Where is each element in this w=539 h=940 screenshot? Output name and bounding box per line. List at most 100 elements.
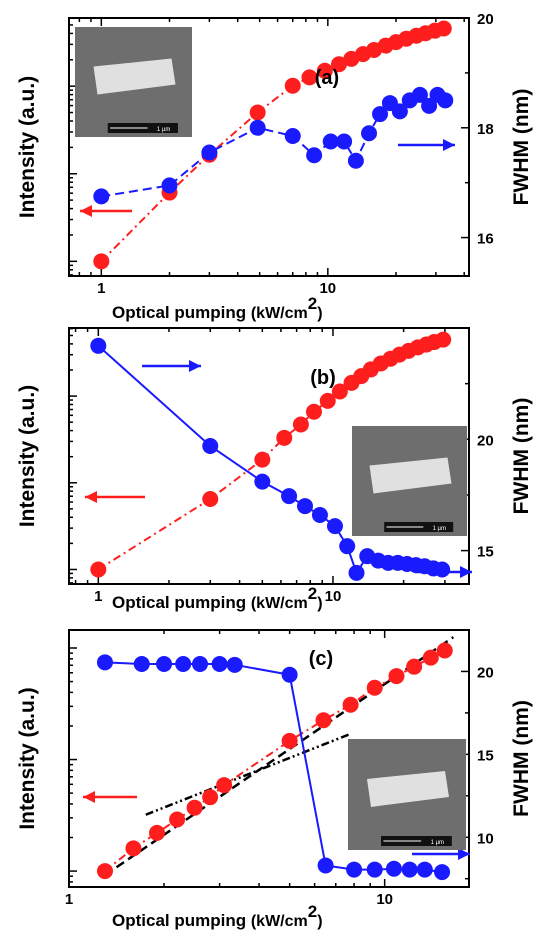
intensity-point bbox=[316, 62, 333, 79]
x-axis-label-text: Optical pumping bbox=[112, 593, 251, 612]
fwhm-point bbox=[434, 864, 451, 881]
intensity-point bbox=[169, 811, 186, 828]
intensity-point bbox=[301, 69, 318, 86]
arrow-head bbox=[443, 139, 455, 151]
fwhm-point bbox=[133, 655, 150, 672]
x-tick-label: 10 bbox=[325, 588, 342, 605]
intensity-point bbox=[330, 56, 347, 73]
intensity-point bbox=[388, 668, 405, 685]
fwhm-point bbox=[306, 147, 323, 164]
intensity-point bbox=[406, 658, 423, 675]
arrow-head bbox=[460, 566, 472, 578]
fwhm-point bbox=[96, 654, 113, 671]
x-axis-unit-close: ) bbox=[317, 305, 322, 322]
fwhm-point bbox=[296, 498, 313, 515]
x-axis-unit: (kW/cm bbox=[251, 305, 308, 322]
fwhm-point bbox=[385, 860, 402, 877]
panel-label: (a) bbox=[315, 67, 339, 89]
fwhm-point bbox=[421, 97, 438, 114]
y-left-axis-label: Intensity (a.u.) bbox=[16, 385, 39, 527]
panel-label: (b) bbox=[310, 367, 336, 389]
sem-inset: 1 µm bbox=[352, 426, 467, 536]
chart-panel-b: 1 10 15 20 1 µm (b) Optical pumping (kW/cm2) In… bbox=[16, 327, 533, 612]
fwhm-point bbox=[311, 506, 328, 523]
scale-bar-label: 1 µm bbox=[433, 526, 446, 532]
fwhm-point bbox=[161, 177, 178, 194]
x-axis-unit-sup: 2 bbox=[308, 902, 317, 921]
x-axis-label-text: Optical pumping bbox=[112, 303, 251, 322]
intensity-point bbox=[422, 649, 439, 666]
intensity-point bbox=[292, 416, 309, 433]
intensity-point bbox=[342, 696, 359, 713]
fwhm-point bbox=[284, 128, 301, 145]
fwhm-point bbox=[249, 119, 266, 136]
fwhm-point bbox=[191, 655, 208, 672]
fwhm-point bbox=[211, 655, 228, 672]
fwhm-point bbox=[201, 144, 218, 161]
x-axis-unit: (kW/cm bbox=[251, 913, 308, 930]
nanorod bbox=[369, 457, 452, 494]
x-axis-unit-close: ) bbox=[317, 595, 322, 612]
x-tick-label: 10 bbox=[376, 891, 393, 908]
fwhm-point bbox=[317, 857, 334, 874]
x-tick-label: 1 bbox=[65, 891, 73, 908]
fwhm-point bbox=[437, 92, 454, 109]
fwhm-point bbox=[202, 437, 219, 454]
x-tick-label: 1 bbox=[94, 588, 102, 605]
fwhm-point bbox=[401, 861, 418, 878]
x-axis-label-text: Optical pumping bbox=[112, 911, 251, 930]
intensity-point bbox=[216, 777, 233, 794]
intensity-point bbox=[435, 20, 452, 37]
fwhm-point bbox=[281, 488, 298, 505]
intensity-point bbox=[125, 840, 142, 857]
fwhm-point bbox=[411, 86, 428, 103]
y-right-tick-label: 20 bbox=[477, 432, 494, 449]
intensity-point bbox=[148, 824, 165, 841]
arrow-head bbox=[189, 360, 201, 372]
intensity-point bbox=[254, 451, 271, 468]
intensity-point bbox=[276, 429, 293, 446]
fwhm-point bbox=[281, 666, 298, 683]
nanorod bbox=[93, 58, 176, 95]
fwhm-point bbox=[348, 564, 365, 581]
intensity-point bbox=[315, 712, 332, 729]
fwhm-point bbox=[434, 561, 451, 578]
y-right-tick-label: 20 bbox=[477, 664, 494, 681]
nanorod bbox=[367, 770, 449, 807]
y-right-tick-label: 16 bbox=[477, 231, 494, 248]
intensity-point bbox=[331, 383, 348, 400]
intensity-point bbox=[436, 642, 453, 659]
y-left-axis-label: Intensity (a.u.) bbox=[16, 687, 39, 829]
fwhm-point bbox=[391, 103, 408, 120]
fwhm-point bbox=[346, 861, 363, 878]
fwhm-point bbox=[361, 125, 378, 142]
y-left-axis-label: Intensity (a.u.) bbox=[16, 76, 39, 218]
sem-inset: 1 µm bbox=[75, 27, 192, 137]
fwhm-point bbox=[347, 152, 364, 169]
plot-frame bbox=[68, 629, 470, 888]
intensity-point bbox=[93, 253, 110, 270]
fwhm-point bbox=[254, 473, 271, 490]
arrow-head bbox=[83, 791, 95, 803]
scale-bar-label: 1 µm bbox=[157, 127, 170, 133]
x-axis-label: Optical pumping (kW/cm2) bbox=[112, 294, 323, 322]
fwhm-point bbox=[339, 538, 356, 555]
fwhm-point bbox=[156, 655, 173, 672]
x-axis-unit-close: ) bbox=[317, 913, 322, 930]
y-right-axis-label: FWHM (nm) bbox=[510, 398, 533, 515]
scale-bar-label: 1 µm bbox=[431, 840, 444, 846]
y-right-tick-label: 15 bbox=[477, 544, 494, 561]
fwhm-point bbox=[93, 188, 110, 205]
x-tick-label: 10 bbox=[319, 280, 336, 297]
fwhm-point bbox=[372, 106, 389, 123]
x-axis-label: Optical pumping (kW/cm2) bbox=[112, 902, 323, 930]
panel-label: (c) bbox=[309, 648, 333, 670]
x-axis-unit-sup: 2 bbox=[308, 294, 317, 313]
y-right-tick-label: 10 bbox=[477, 830, 494, 847]
intensity-point bbox=[202, 789, 219, 806]
fwhm-point bbox=[366, 861, 383, 878]
intensity-point bbox=[249, 104, 266, 121]
fwhm-point bbox=[90, 337, 107, 354]
y-right-tick-label: 20 bbox=[477, 11, 494, 28]
x-tick-label: 1 bbox=[97, 280, 105, 297]
